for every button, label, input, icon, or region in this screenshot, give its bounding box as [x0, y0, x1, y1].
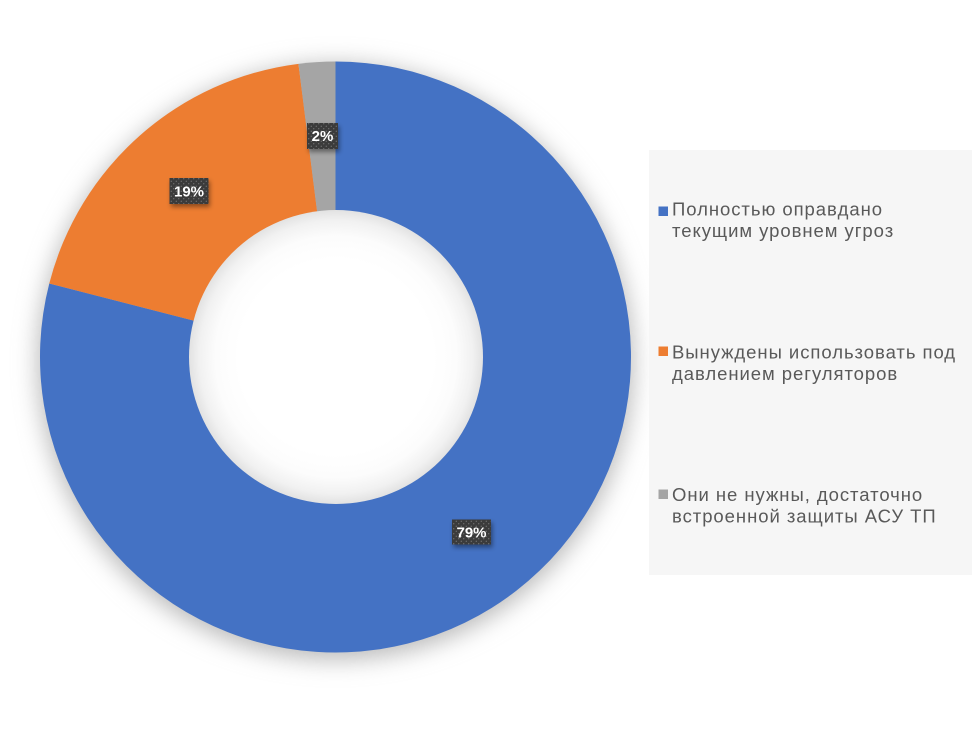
svg-text:текущим уровнем угроз: текущим уровнем угроз: [672, 220, 894, 241]
svg-text:встроенной защиты АСУ ТП: встроенной защиты АСУ ТП: [672, 506, 937, 527]
svg-text:Полностью оправдано: Полностью оправдано: [672, 199, 883, 220]
svg-text:2%: 2%: [312, 128, 334, 145]
svg-text:19%: 19%: [174, 184, 204, 201]
svg-text:давлением регуляторов: давлением регуляторов: [672, 363, 898, 384]
svg-text:Они не нужны, достаточно: Они не нужны, достаточно: [672, 484, 923, 505]
svg-text:Вынуждены использовать под: Вынуждены использовать под: [672, 342, 956, 363]
svg-text:79%: 79%: [456, 525, 486, 542]
